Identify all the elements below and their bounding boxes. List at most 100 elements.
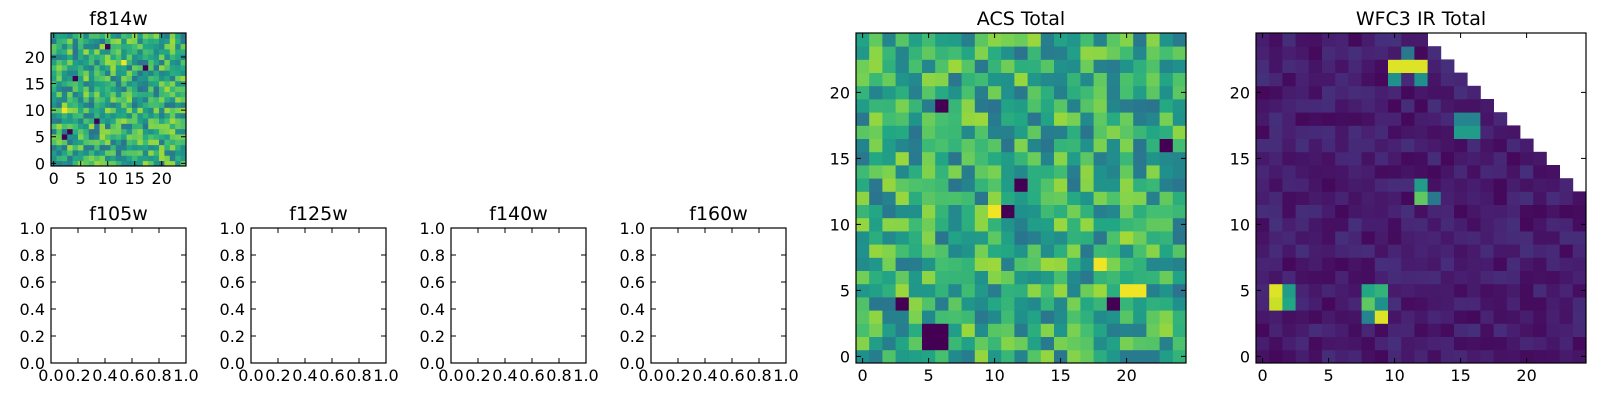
acs-total-cell — [1133, 270, 1147, 285]
acs-total-cell — [882, 46, 896, 60]
wfc3-ir-total-cell — [1322, 99, 1336, 113]
f814w-cell — [142, 112, 149, 119]
acs-total-cell — [1014, 231, 1028, 245]
wfc3-ir-total-cell — [1256, 46, 1270, 60]
f814w-cell — [110, 107, 117, 114]
f814w-cell — [61, 160, 68, 167]
acs-total-cell — [1120, 257, 1134, 271]
wfc3-ir-total-cell — [1559, 178, 1574, 192]
f814w-cell — [110, 75, 117, 82]
f814w-cell — [126, 96, 133, 103]
f814w-cell — [142, 139, 149, 146]
acs-total-cell — [961, 310, 976, 324]
wfc3-ir-total-cell — [1533, 323, 1547, 337]
wfc3-ir-total-ytick-label: 0 — [1240, 347, 1250, 366]
acs-total-cell — [856, 191, 870, 205]
acs-total-cell — [1027, 244, 1042, 258]
acs-total-cell — [988, 244, 1002, 258]
f814w-cell — [132, 123, 138, 130]
wfc3-ir-total-cell — [1533, 151, 1547, 166]
wfc3-ir-total-cell — [1269, 270, 1283, 285]
wfc3-ir-total-cell — [1269, 112, 1283, 126]
f814w-cell — [164, 75, 171, 82]
acs-total-cell — [935, 244, 949, 258]
wfc3-ir-total-cell — [1374, 336, 1389, 351]
acs-total-cell — [1159, 204, 1174, 219]
f814w-cell — [148, 107, 154, 114]
acs-total-cell — [935, 231, 949, 245]
acs-total-cell — [856, 138, 870, 153]
f140w-xtick-label: 0.8 — [546, 366, 571, 385]
acs-total-cell — [922, 349, 936, 364]
acs-total-cell — [1146, 85, 1160, 100]
acs-total-cell — [948, 112, 962, 126]
f814w-cell — [132, 96, 138, 103]
wfc3-ir-total-cell — [1440, 217, 1455, 232]
f814w-cell — [83, 96, 90, 103]
wfc3-ir-total-cell — [1374, 204, 1389, 219]
acs-total-cell — [1133, 151, 1147, 166]
acs-total-cell — [1040, 165, 1055, 179]
acs-total-cell — [1054, 59, 1068, 73]
acs-total-cell — [1172, 46, 1187, 60]
wfc3-ir-total-cell — [1295, 99, 1310, 113]
f814w-cell — [132, 80, 138, 87]
acs-total-cell — [895, 270, 910, 285]
wfc3-ir-total-cell — [1388, 349, 1402, 364]
wfc3-ir-total-cell — [1322, 204, 1336, 219]
f814w-cell — [99, 144, 106, 151]
wfc3-ir-total-cell — [1401, 323, 1415, 337]
f814w-cell — [164, 107, 171, 114]
acs-total-cell — [1027, 125, 1042, 139]
wfc3-ir-total-cell — [1401, 151, 1415, 166]
f814w-cell — [88, 59, 95, 66]
f814w-cell — [180, 59, 187, 66]
acs-total-cell — [882, 99, 896, 113]
wfc3-ir-total-cell — [1546, 217, 1560, 232]
acs-total-cell — [1159, 297, 1174, 311]
acs-total-cell — [856, 165, 870, 179]
f814w-cell — [142, 59, 149, 66]
f814w-cell — [56, 59, 63, 66]
f814w-cell — [126, 118, 133, 124]
wfc3-ir-total-cell — [1348, 165, 1362, 179]
wfc3-ir-total-cell — [1480, 349, 1494, 364]
f814w-cell — [51, 38, 57, 45]
acs-total-cell — [1106, 138, 1121, 153]
f814w-cell — [110, 43, 117, 50]
f814w-cell — [51, 155, 57, 162]
acs-total-cell — [1040, 112, 1055, 126]
f814w-cell — [72, 75, 79, 82]
acs-total-cell — [1001, 336, 1015, 351]
acs-total-cell — [895, 46, 910, 60]
wfc3-ir-total-cell — [1440, 231, 1455, 245]
wfc3-ir-total-cell — [1374, 99, 1389, 113]
f814w-cell — [132, 112, 138, 119]
acs-total-cell — [974, 99, 989, 113]
f814w-cell — [110, 102, 117, 108]
f125w-ytick-label: 0.0 — [220, 354, 245, 373]
acs-total-cell — [948, 151, 962, 166]
wfc3-ir-total-cell — [1467, 244, 1481, 258]
wfc3-ir-total-cell — [1348, 297, 1362, 311]
wfc3-ir-total-cell — [1427, 244, 1442, 258]
wfc3-ir-total-cell — [1322, 85, 1336, 100]
acs-total-cell — [882, 72, 896, 87]
f814w-cell — [88, 155, 95, 162]
f814w-cell — [142, 91, 149, 98]
f140w-ytick-label: 0.6 — [420, 273, 445, 292]
acs-total-cell — [988, 336, 1002, 351]
acs-total-ytick-label: 20 — [830, 83, 850, 102]
f814w-cell — [110, 48, 117, 55]
f814w-cell — [115, 86, 122, 92]
acs-total-cell — [922, 112, 936, 126]
wfc3-ir-total-cell — [1506, 310, 1521, 324]
f814w-cell — [175, 59, 181, 66]
f814w-cell — [51, 144, 57, 151]
wfc3-ir-total-cell — [1401, 217, 1415, 232]
acs-total-cell — [1067, 33, 1081, 47]
acs-total-cell — [1027, 349, 1042, 364]
wfc3-ir-total-cell — [1374, 231, 1389, 245]
wfc3-ir-total-cell — [1572, 270, 1587, 285]
